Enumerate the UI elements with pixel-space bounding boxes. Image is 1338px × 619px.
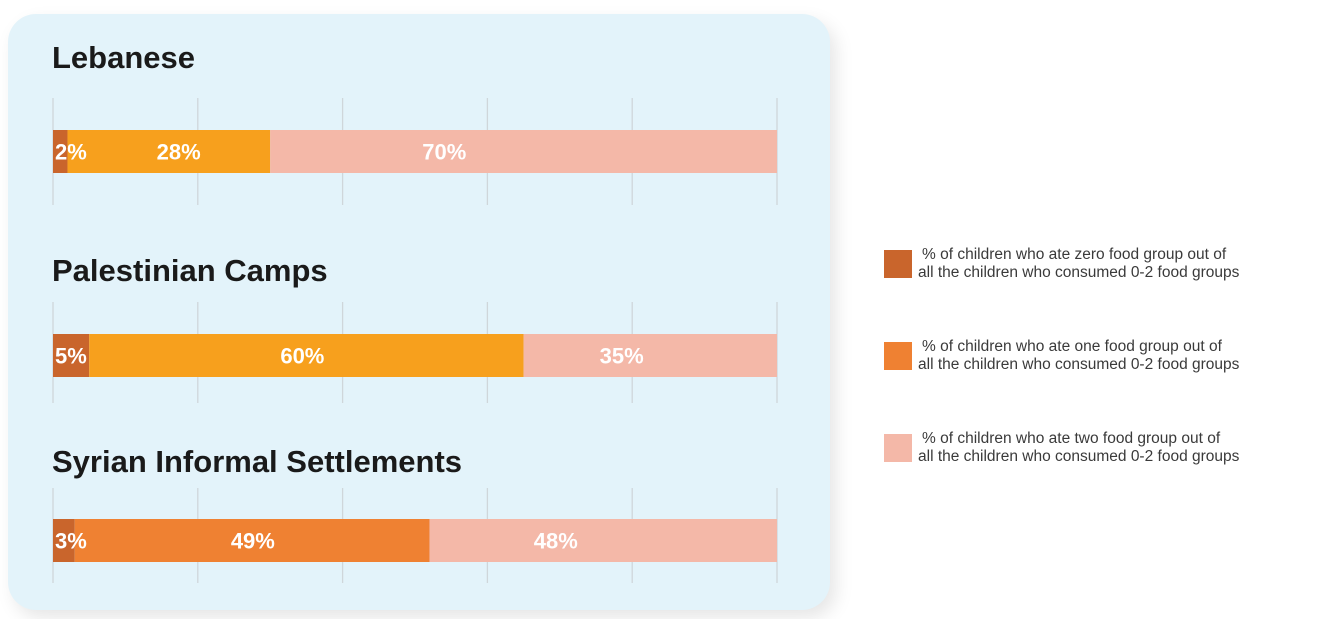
bar-segment-two bbox=[523, 334, 777, 377]
legend-item-zero-food-group: % of children who ate zero food group ou… bbox=[884, 246, 1334, 292]
bar-label-two: 35% bbox=[600, 344, 644, 369]
legend-label-zero: % of children who ate zero food group ou… bbox=[918, 246, 1338, 282]
bar-label-one: 28% bbox=[157, 140, 201, 165]
bar-label-zero: 2% bbox=[55, 140, 87, 165]
legend-item-one-food-group: % of children who ate one food group out… bbox=[884, 338, 1334, 384]
bar-segment-zero bbox=[53, 334, 90, 377]
bar-label-one: 60% bbox=[280, 344, 324, 369]
bar-label-two: 70% bbox=[422, 140, 466, 165]
legend-swatch-two bbox=[884, 434, 912, 462]
legend-label-one-line2: all the children who consumed 0-2 food g… bbox=[918, 356, 1240, 373]
legend-label-one: % of children who ate one food group out… bbox=[918, 338, 1338, 374]
legend-label-zero-line1: % of children who ate zero food group ou… bbox=[922, 246, 1227, 263]
legend-label-one-line1: % of children who ate one food group out… bbox=[922, 338, 1222, 355]
bar-label-two: 48% bbox=[534, 529, 578, 554]
chart-panel bbox=[8, 14, 830, 610]
legend-label-zero-line2: all the children who consumed 0-2 food g… bbox=[918, 264, 1240, 281]
chart-title-lebanese: Lebanese bbox=[52, 40, 196, 75]
chart-title-syrian-informal-settlements: Syrian Informal Settlements bbox=[52, 444, 463, 479]
bar-segment-zero bbox=[53, 130, 68, 173]
bar-segment-one bbox=[74, 519, 430, 562]
legend-swatch-zero bbox=[884, 250, 912, 278]
bar-segment-one bbox=[89, 334, 524, 377]
legend-label-two-line2: all the children who consumed 0-2 food g… bbox=[918, 448, 1240, 465]
bar-label-one: 49% bbox=[231, 529, 275, 554]
legend-label-two: % of children who ate two food group out… bbox=[918, 430, 1338, 466]
bar-label-zero: 3% bbox=[55, 529, 87, 554]
bar-segment-two bbox=[429, 519, 777, 562]
legend-item-two-food-groups: % of children who ate two food group out… bbox=[884, 430, 1334, 476]
legend-label-two-line1: % of children who ate two food group out… bbox=[922, 430, 1221, 447]
bar-segment-one bbox=[67, 130, 271, 173]
legend-swatch-one bbox=[884, 342, 912, 370]
bar-label-zero: 5% bbox=[55, 344, 87, 369]
bar-segment-zero bbox=[53, 519, 75, 562]
chart-title-palestinian-camps: Palestinian Camps bbox=[52, 253, 328, 288]
bar-segment-two bbox=[270, 130, 777, 173]
